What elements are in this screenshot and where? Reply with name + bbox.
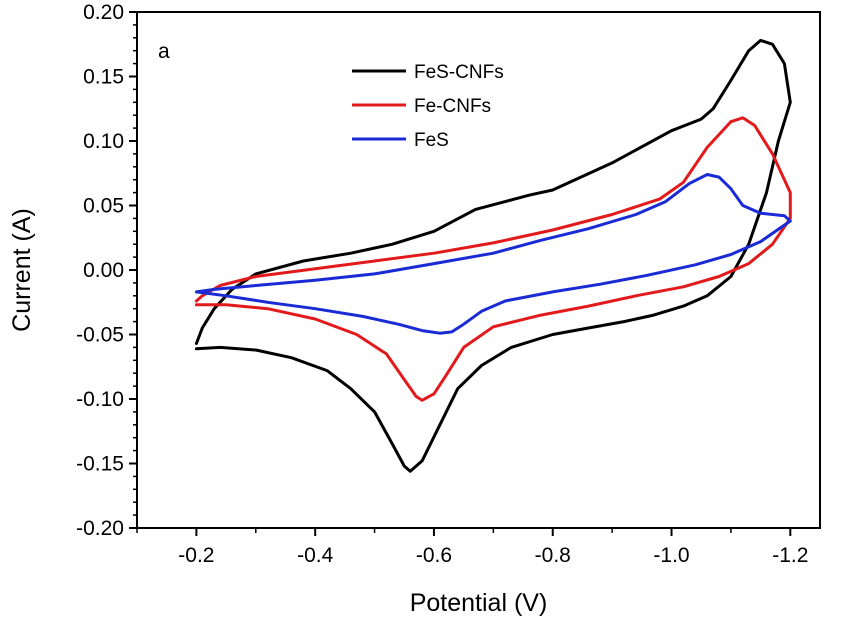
x-tick-label: -0.4 <box>297 544 334 567</box>
x-tick-label: -1.0 <box>653 544 689 567</box>
legend: FeS-CNFs Fe-CNFs FeS <box>352 62 504 151</box>
y-axis-title: Current (A) <box>8 208 36 332</box>
y-tick-label: 0.05 <box>83 195 124 218</box>
plot-area-frame <box>136 11 821 529</box>
series-line-fe-cnfs <box>194 116 792 402</box>
y-tick-label: -0.20 <box>76 517 124 540</box>
y-tick-label: 0.15 <box>83 66 124 89</box>
y-tick-label: 0.10 <box>83 130 124 153</box>
panel-label: a <box>158 40 170 63</box>
y-tick-label: 0.20 <box>83 1 124 24</box>
legend-label-fe-cnfs: Fe-CNFs <box>414 96 491 117</box>
x-tick-label: -0.2 <box>178 544 214 567</box>
x-tick-label: -0.8 <box>535 544 571 567</box>
y-tick-label: -0.05 <box>76 324 124 347</box>
x-axis-title: Potential (V) <box>410 589 548 617</box>
series-line-fes-cnfs <box>194 38 792 473</box>
legend-label-fes-cnfs: FeS-CNFs <box>414 62 504 83</box>
legend-label-fes: FeS <box>414 130 449 151</box>
series-line-fes <box>194 173 792 335</box>
y-tick-label: -0.15 <box>76 453 124 476</box>
series-layer <box>194 38 792 473</box>
ticks-layer: -0.2 -0.4 -0.6 -0.8 -1.0 -1.2 -0.20 -0.15 -0.10 -… <box>76 1 808 567</box>
y-tick-label: -0.10 <box>76 388 124 411</box>
y-tick-label: 0.00 <box>83 259 124 282</box>
x-tick-label: -0.6 <box>416 544 452 567</box>
x-tick-label: -1.2 <box>772 544 808 567</box>
